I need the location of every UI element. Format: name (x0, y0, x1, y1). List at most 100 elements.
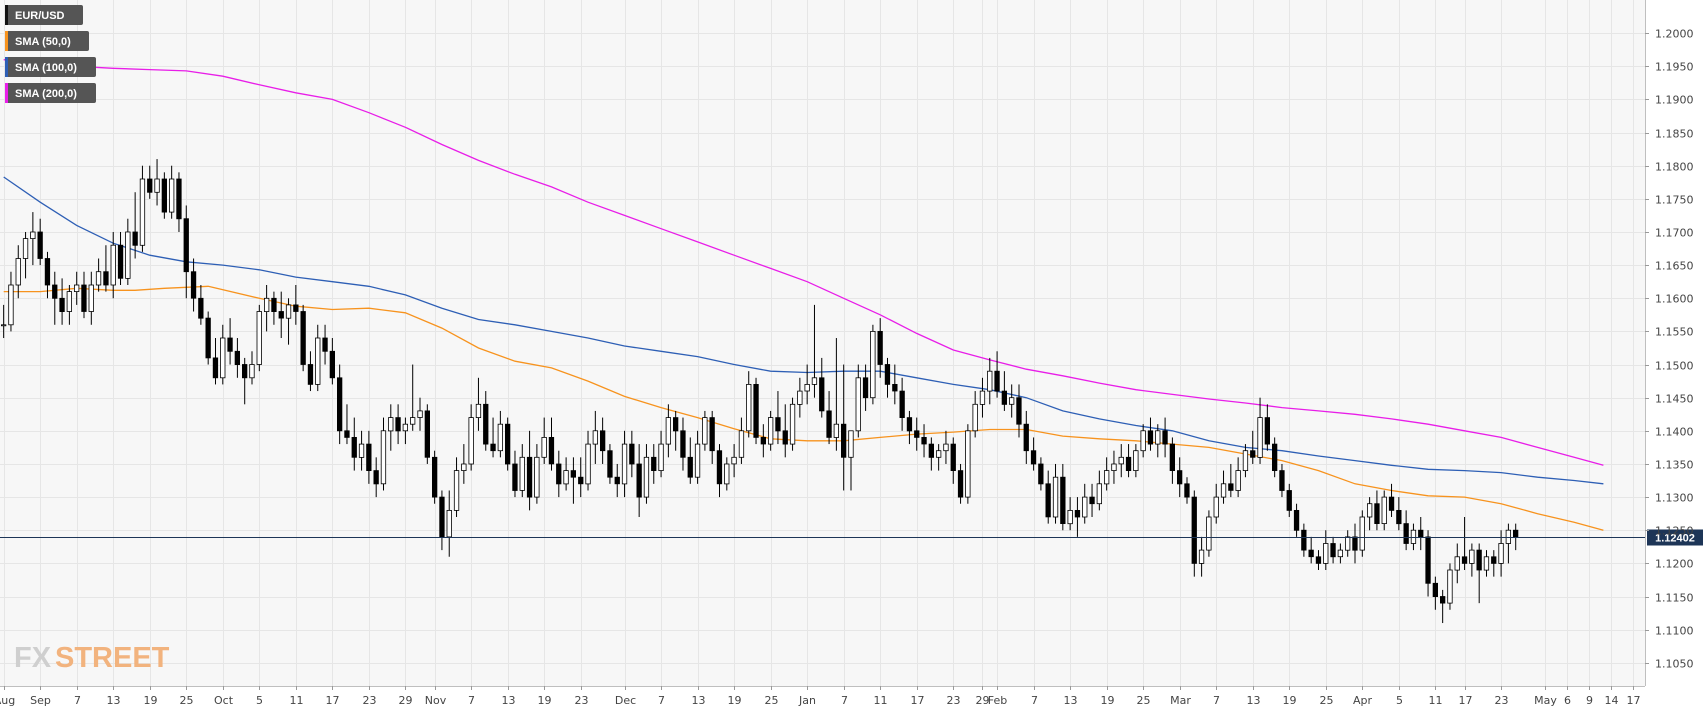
candle (1191, 490, 1197, 577)
y-tick-label: 1.1350 (1655, 459, 1694, 472)
candle (841, 364, 847, 491)
candle-body-down (1418, 529, 1424, 538)
x-tick-label: 17 (1627, 694, 1641, 707)
candle (322, 324, 328, 365)
candle (103, 245, 109, 292)
candle-body-up (1323, 543, 1329, 564)
candle (95, 258, 102, 292)
candle-body-up (461, 463, 467, 471)
candle-body-down (307, 364, 314, 385)
candle (1228, 463, 1234, 498)
candle (862, 364, 869, 411)
candle (855, 364, 861, 438)
candle (329, 338, 336, 385)
candle-body-down (176, 178, 182, 220)
candle-body-up (446, 509, 452, 538)
candle (1264, 404, 1270, 451)
candle (431, 450, 438, 504)
candle-body-down (1184, 483, 1190, 498)
candle (453, 457, 460, 517)
y-tick-label: 1.1450 (1655, 393, 1694, 406)
candle-body-up (1133, 450, 1139, 472)
legend-item: SMA (100,0) (5, 57, 96, 77)
x-tick-label: 13 (1064, 694, 1078, 707)
candle (892, 364, 898, 405)
candle-body-down (241, 364, 248, 379)
candle-body-up (74, 284, 80, 292)
candle-body-down (227, 337, 233, 352)
candle (147, 165, 153, 199)
candle-body-down (212, 357, 219, 379)
candle (1469, 543, 1475, 577)
candle-body-up (1345, 536, 1351, 551)
x-tick-label: 11 (1429, 694, 1443, 707)
candle-body-down (556, 463, 562, 485)
candle (702, 410, 708, 451)
candle (1038, 457, 1044, 491)
candle-body-down (504, 423, 511, 465)
plot-background (0, 0, 1645, 686)
candle-body-down (1476, 549, 1482, 571)
x-tick-label: Mar (1170, 694, 1191, 707)
candles (0, 159, 1519, 624)
candle (629, 430, 635, 478)
candle-body-up (987, 370, 993, 392)
candle (300, 304, 306, 372)
candle (1323, 530, 1329, 571)
candle (388, 404, 394, 451)
candle (614, 463, 620, 498)
candle (293, 285, 299, 325)
candle (1337, 543, 1343, 564)
y-tick-label: 1.1550 (1655, 326, 1694, 339)
x-tick-label: Dec (615, 694, 636, 707)
legend-item: EUR/USD (5, 5, 83, 25)
candle (804, 364, 810, 405)
candle (921, 424, 927, 458)
candle-body-down (37, 231, 43, 259)
candle-body-up (315, 337, 321, 385)
candle (81, 271, 87, 319)
candle (37, 218, 43, 266)
y-tick-label: 1.1050 (1655, 658, 1694, 671)
candle (424, 404, 431, 464)
candle-body-down (1330, 543, 1336, 558)
candle-body-up (249, 364, 255, 379)
candle-body-down (1396, 509, 1402, 525)
candle-body-up (1505, 529, 1511, 544)
candle (154, 159, 160, 206)
candle (1082, 483, 1088, 524)
candle-body-up (738, 430, 745, 458)
legend-item: SMA (50,0) (5, 31, 89, 51)
candle (1118, 444, 1124, 478)
candle (1111, 450, 1117, 484)
candle (1155, 424, 1161, 458)
y-tick-label: 1.1950 (1655, 61, 1694, 74)
candle-body-up (1052, 476, 1059, 518)
candle-body-up (30, 231, 36, 239)
candle-body-down (1177, 470, 1183, 485)
candle-body-up (1381, 496, 1387, 525)
candle-body-down (117, 244, 124, 279)
candle (475, 377, 482, 431)
candle (1374, 490, 1380, 531)
candle (512, 450, 518, 498)
candle (1432, 576, 1438, 610)
candle (1147, 417, 1154, 451)
y-tick-label: 1.1700 (1655, 227, 1694, 240)
candle-body-down (1089, 496, 1095, 505)
legend-swatch (5, 83, 8, 103)
x-tick-label: 23 (1495, 694, 1509, 707)
candle (373, 457, 379, 498)
candle (979, 377, 986, 418)
candle-body-down (629, 443, 635, 465)
candle-body-down (300, 311, 306, 365)
candle (212, 338, 219, 385)
candle (1447, 563, 1453, 610)
candle-body-up (1367, 503, 1373, 518)
current-price-badge (1647, 529, 1703, 546)
x-tick-label: 11 (874, 694, 888, 707)
candle (249, 351, 255, 385)
candle-body-up (263, 297, 270, 312)
x-tick-label: 7 (841, 694, 848, 707)
